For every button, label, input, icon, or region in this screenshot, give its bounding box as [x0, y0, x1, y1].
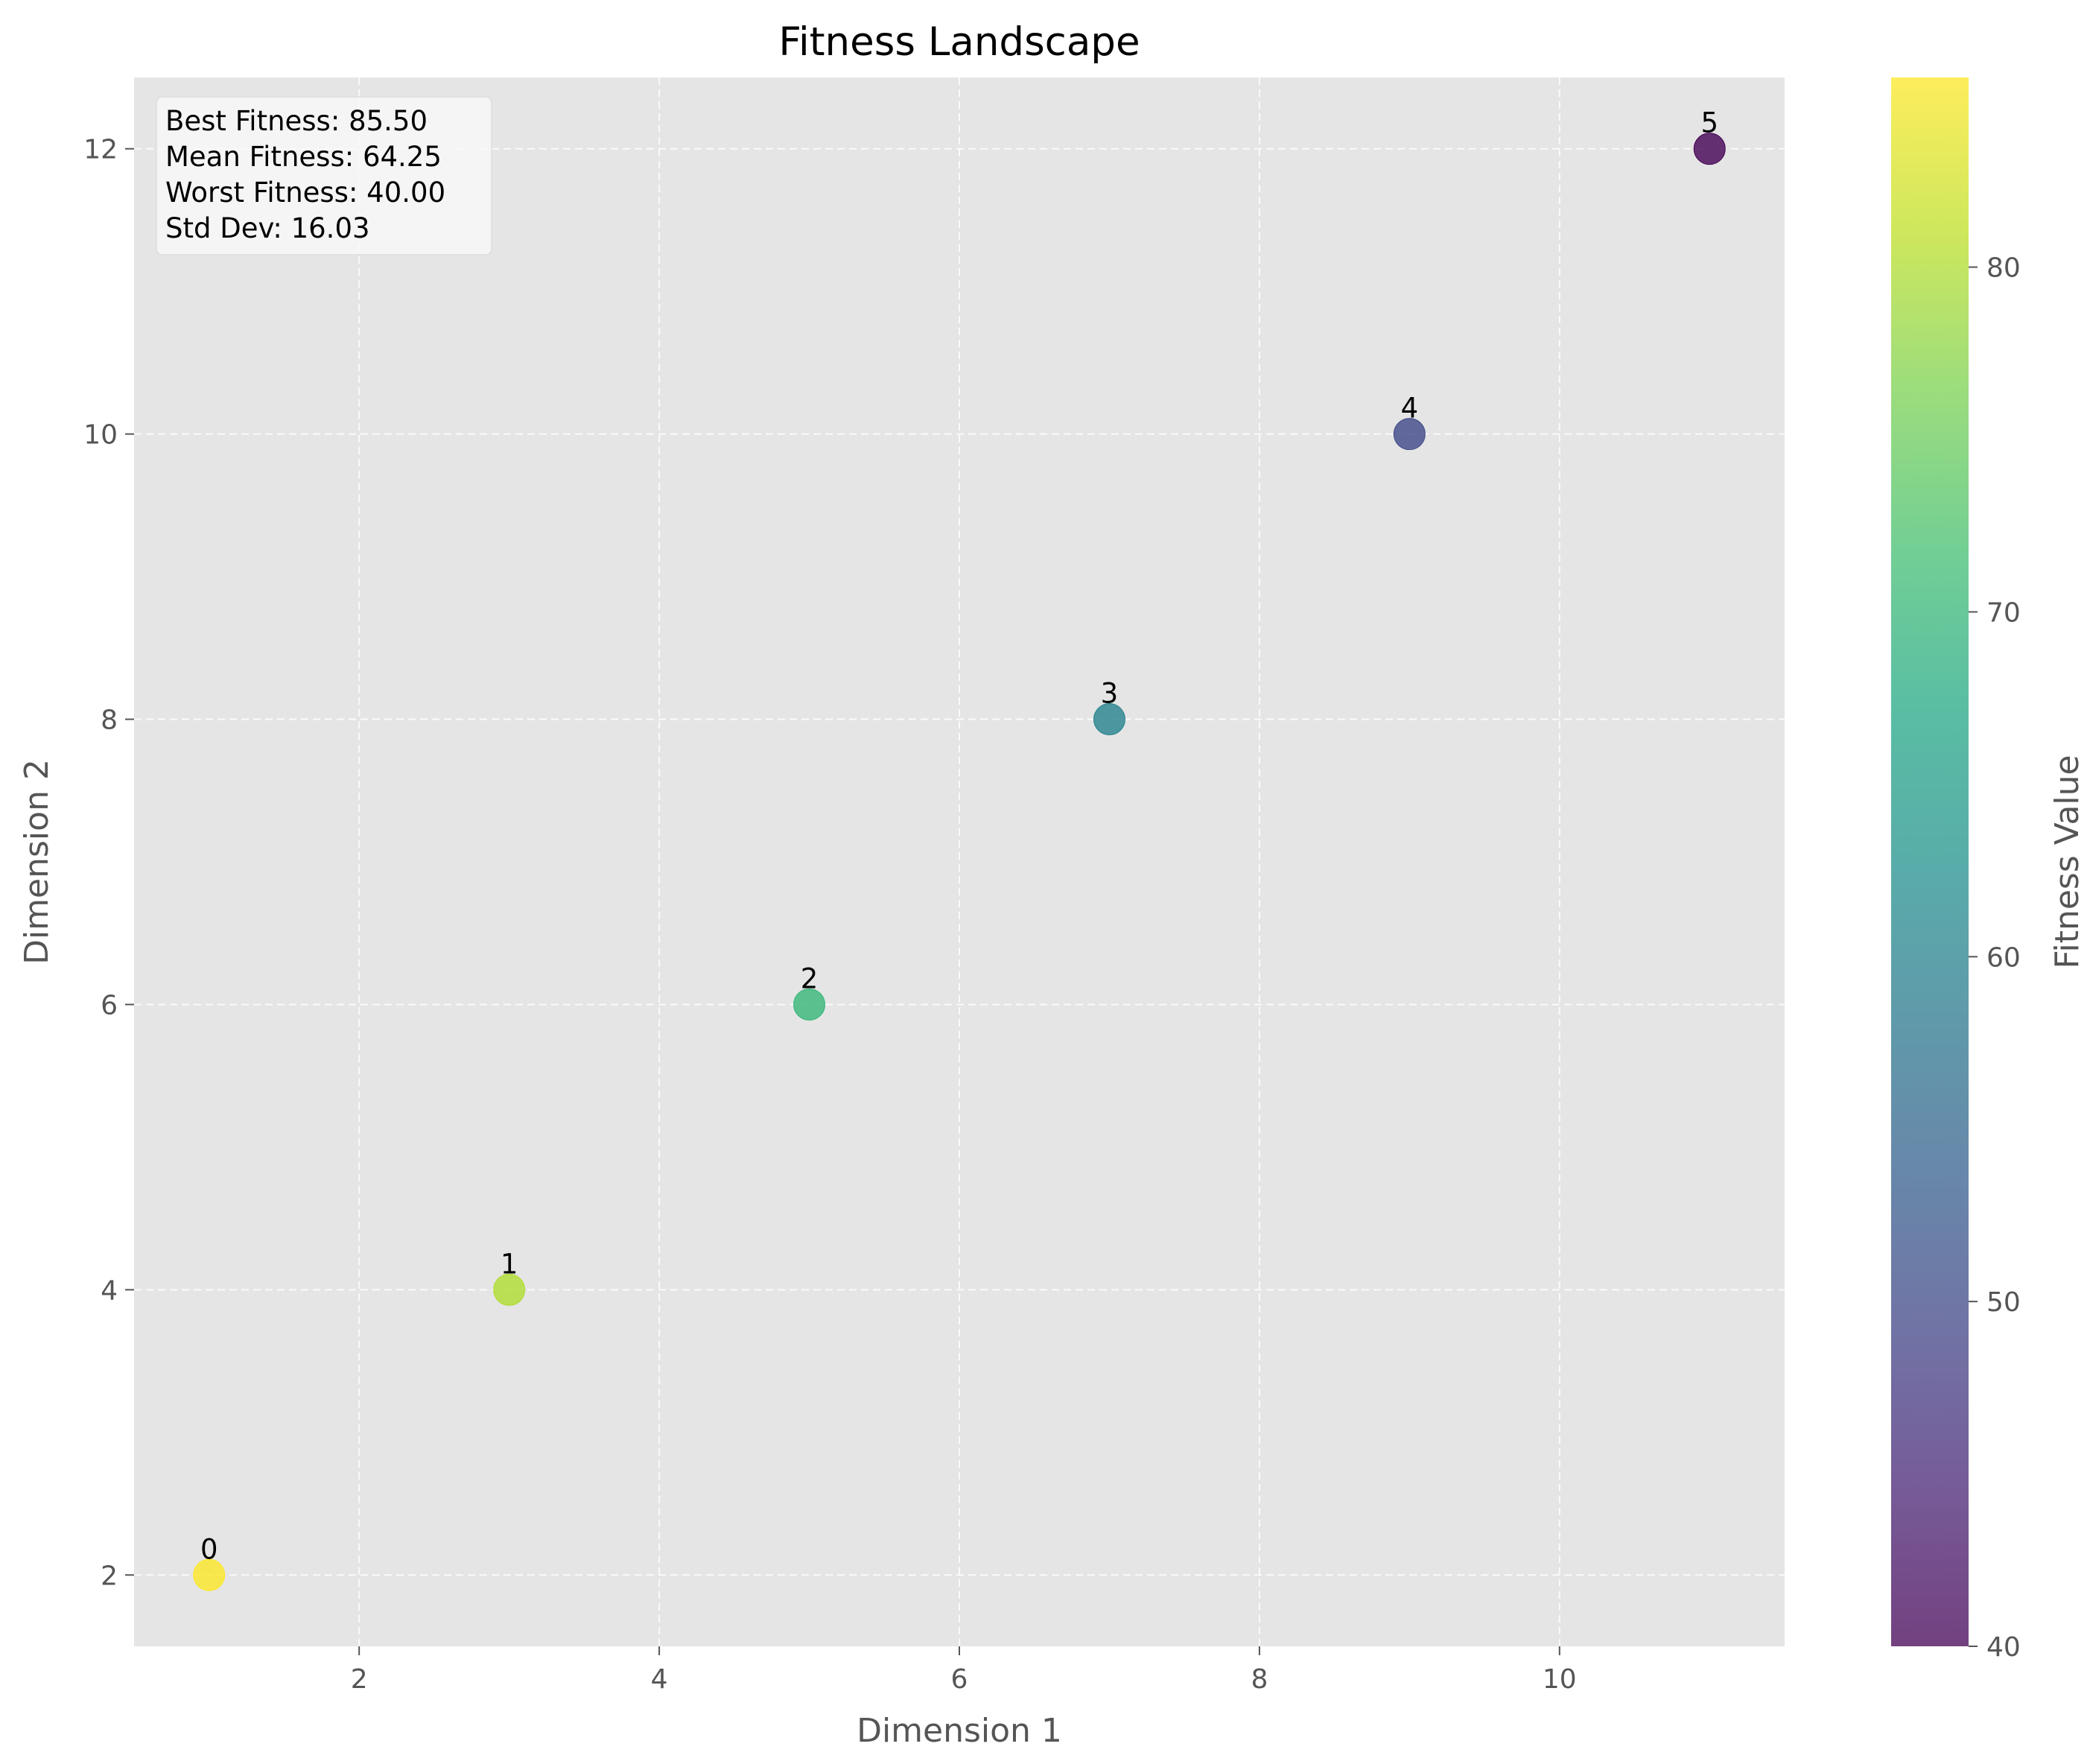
- point-label-4: 4: [1401, 393, 1419, 425]
- y-tick-label: 4: [101, 1275, 118, 1306]
- colorbar-tick-label: 80: [1986, 253, 2021, 284]
- data-point-4: [1393, 418, 1426, 451]
- data-point-3: [1093, 703, 1125, 736]
- stats-mean-fitness: Mean Fitness: 64.25: [165, 141, 442, 173]
- point-labels-layer: 0 1 2 3 4 5: [200, 107, 1718, 1566]
- colorbar-label: Fitness Value: [2048, 755, 2086, 968]
- y-axis-label: Dimension 2: [18, 759, 56, 965]
- stats-worst-fitness: Worst Fitness: 40.00: [165, 177, 445, 209]
- colorbar-ticks: 40 50 60 70 80: [1969, 253, 2021, 1663]
- grid-layer: [134, 77, 1785, 1646]
- data-point-2: [793, 988, 826, 1021]
- plot-area: [134, 77, 1785, 1646]
- chart-title: Fitness Landscape: [778, 19, 1140, 65]
- x-tick-label: 4: [651, 1664, 668, 1695]
- x-tick-label: 2: [351, 1664, 368, 1695]
- colorbar-gradient: [1891, 77, 1969, 1646]
- colorbar: 40 50 60 70 80 Fitness Value: [1891, 77, 2086, 1663]
- colorbar-tick-label: 40: [1986, 1632, 2021, 1663]
- data-point-0: [193, 1558, 226, 1591]
- data-point-1: [493, 1273, 526, 1306]
- colorbar-tick-label: 70: [1986, 597, 2021, 628]
- colorbar-tick-label: 50: [1986, 1287, 2021, 1318]
- y-tick-label: 2: [101, 1561, 118, 1591]
- point-label-0: 0: [200, 1533, 218, 1565]
- x-tick-label: 6: [951, 1664, 968, 1695]
- stats-box-background: [156, 96, 492, 256]
- stats-box: Best Fitness: 85.50 Mean Fitness: 64.25 …: [156, 96, 492, 256]
- point-label-5: 5: [1700, 107, 1718, 139]
- y-tick-label: 6: [101, 990, 118, 1021]
- y-tick-label: 8: [101, 705, 118, 736]
- stats-std-dev: Std Dev: 16.03: [165, 212, 370, 244]
- y-tick-label: 12: [83, 135, 118, 165]
- point-label-2: 2: [801, 962, 819, 994]
- data-point-5: [1693, 133, 1726, 165]
- x-tick-label: 8: [1251, 1664, 1268, 1695]
- x-tick-label: 10: [1543, 1664, 1577, 1695]
- point-label-3: 3: [1101, 678, 1119, 710]
- points-layer: [193, 133, 1726, 1591]
- point-label-1: 1: [501, 1248, 518, 1280]
- y-tick-label: 10: [83, 420, 118, 451]
- x-axis-label: Dimension 1: [857, 1712, 1062, 1750]
- colorbar-tick-label: 60: [1986, 942, 2021, 973]
- stats-best-fitness: Best Fitness: 85.50: [165, 105, 428, 137]
